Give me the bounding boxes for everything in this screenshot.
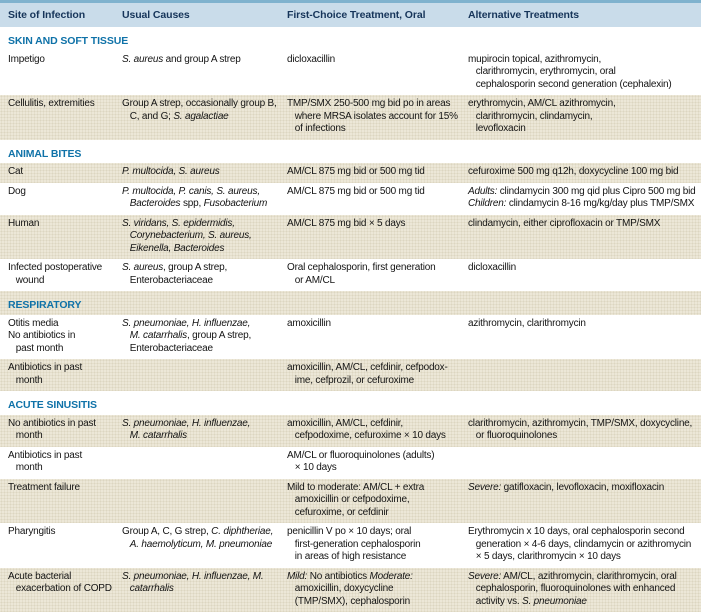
cell-first-choice: AM/CL 875 mg bid or 500 mg tid xyxy=(279,183,460,215)
cell-first-choice: AM/CL or fluoroquinolones (adults) × 10 … xyxy=(279,447,460,479)
cell-causes: S. aureus and group A strep xyxy=(114,51,279,96)
cell-alternative xyxy=(460,359,701,391)
cell-first-choice: TMP/SMX 250-500 mg bid po in areas where… xyxy=(279,95,460,140)
table-row: Otitis media No antibiotics in past mont… xyxy=(0,315,701,360)
cell-site: Treatment failure xyxy=(0,479,114,524)
cell-causes: S. pneumoniae, H. influenzae, M. catarrh… xyxy=(114,415,279,447)
section-title: RESPIRATORY xyxy=(0,291,701,315)
section-header-row: RESPIRATORY xyxy=(0,291,701,315)
table-row: Treatment failure Mild to moderate: AM/CL… xyxy=(0,479,701,524)
column-header-first-choice-treatment: First-Choice Treatment, Oral xyxy=(279,2,460,28)
section-header-row: ACUTE SINUSITIS xyxy=(0,391,701,415)
cell-site: No antibiotics in past month xyxy=(0,415,114,447)
table-row: Antibiotics in past month AM/CL or fluoro… xyxy=(0,447,701,479)
section-title: SKIN AND SOFT TISSUE xyxy=(0,27,701,51)
cell-first-choice: penicillin V po × 10 days; oral first-ge… xyxy=(279,523,460,568)
cell-first-choice: dicloxacillin xyxy=(279,51,460,96)
cell-causes: S. viridans, S. epidermidis, Corynebacte… xyxy=(114,215,279,260)
column-header-alternative-treatments: Alternative Treatments xyxy=(460,2,701,28)
cell-first-choice: Oral cephalosporin, first generation or … xyxy=(279,259,460,291)
cell-alternative xyxy=(460,447,701,479)
cell-alternative: Severe: AM/CL, azithromycin, clarithromy… xyxy=(460,568,701,612)
section-header-row: ANIMAL BITES xyxy=(0,140,701,164)
cell-site: Impetigo xyxy=(0,51,114,96)
cell-site: Cellulitis, extremities xyxy=(0,95,114,140)
cell-first-choice: AM/CL 875 mg bid or 500 mg tid xyxy=(279,163,460,183)
cell-causes: Group A, C, G strep, C. diphtheriae, A. … xyxy=(114,523,279,568)
cell-alternative: clindamycin, either ciprofloxacin or TMP… xyxy=(460,215,701,260)
cell-site: Otitis media No antibiotics in past mont… xyxy=(0,315,114,360)
cell-causes: Group A strep, occasionally group B, C, … xyxy=(114,95,279,140)
cell-site: Acute bacterial exacerbation of COPD xyxy=(0,568,114,612)
header-row: Site of Infection Usual Causes First-Cho… xyxy=(0,2,701,28)
cell-alternative: cefuroxime 500 mg q12h, doxycycline 100 … xyxy=(460,163,701,183)
cell-causes: S. pneumoniae, H. influenzae, M. catarrh… xyxy=(114,568,279,612)
cell-site: Dog xyxy=(0,183,114,215)
cell-site: Infected postoperative wound xyxy=(0,259,114,291)
cell-alternative: Adults: clindamycin 300 mg qid plus Cipr… xyxy=(460,183,701,215)
cell-first-choice: amoxicillin, AM/CL, cefdinir, cefpodox- … xyxy=(279,359,460,391)
cell-causes xyxy=(114,359,279,391)
cell-site: Pharyngitis xyxy=(0,523,114,568)
cell-causes xyxy=(114,447,279,479)
column-header-site-of-infection: Site of Infection xyxy=(0,2,114,28)
cell-alternative: clarithromycin, azithromycin, TMP/SMX, d… xyxy=(460,415,701,447)
cell-site: Antibiotics in past month xyxy=(0,359,114,391)
cell-first-choice: Mild to moderate: AM/CL + extra amoxicil… xyxy=(279,479,460,524)
table-row: Antibiotics in past month amoxicillin, AM… xyxy=(0,359,701,391)
cell-site: Cat xyxy=(0,163,114,183)
cell-first-choice: amoxicillin, AM/CL, cefdinir, cefpodoxim… xyxy=(279,415,460,447)
cell-causes: S. pneumoniae, H. influenzae, M. catarrh… xyxy=(114,315,279,360)
cell-site: Human xyxy=(0,215,114,260)
cell-first-choice: AM/CL 875 mg bid × 5 days xyxy=(279,215,460,260)
cell-alternative: mupirocin topical, azithromycin, clarith… xyxy=(460,51,701,96)
cell-causes: S. aureus, group A strep, Enterobacteria… xyxy=(114,259,279,291)
cell-site: Antibiotics in past month xyxy=(0,447,114,479)
cell-causes: P. multocida, P. canis, S. aureus, Bacte… xyxy=(114,183,279,215)
cell-causes xyxy=(114,479,279,524)
column-header-usual-causes: Usual Causes xyxy=(114,2,279,28)
cell-alternative: dicloxacillin xyxy=(460,259,701,291)
cell-first-choice: amoxicillin xyxy=(279,315,460,360)
cell-causes: P. multocida, S. aureus xyxy=(114,163,279,183)
section-header-row: SKIN AND SOFT TISSUE xyxy=(0,27,701,51)
cell-alternative: erythromycin, AM/CL azithromycin, clarit… xyxy=(460,95,701,140)
section-title: ANIMAL BITES xyxy=(0,140,701,164)
cell-alternative: Severe: gatifloxacin, levofloxacin, moxi… xyxy=(460,479,701,524)
cell-first-choice: Mild: No antibiotics Moderate: amoxicill… xyxy=(279,568,460,612)
cell-alternative: azithromycin, clarithromycin xyxy=(460,315,701,360)
section-title: ACUTE SINUSITIS xyxy=(0,391,701,415)
cell-alternative: Erythromycin x 10 days, oral cephalospor… xyxy=(460,523,701,568)
